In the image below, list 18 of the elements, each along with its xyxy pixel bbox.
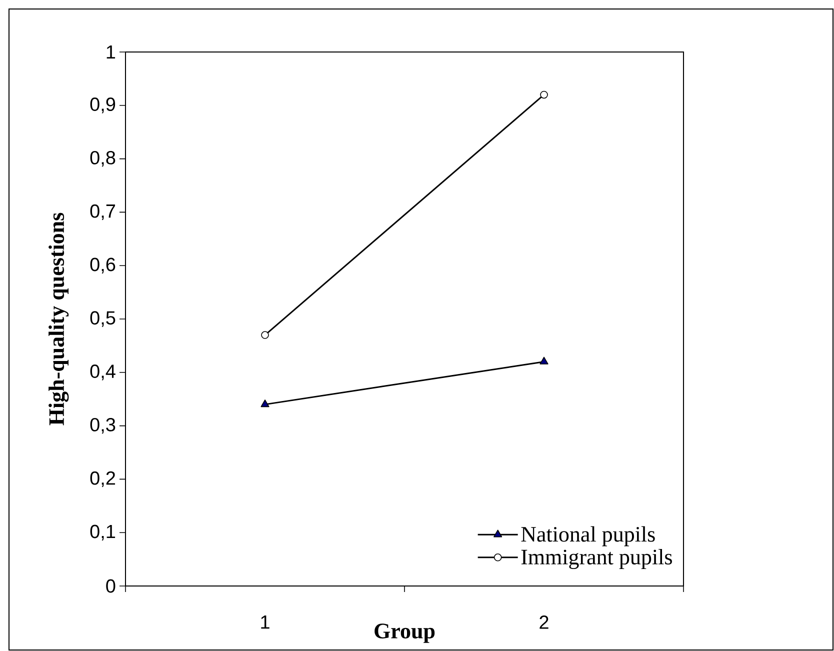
legend-label: Immigrant pupils	[521, 549, 672, 570]
y-tick-label: 0,5	[90, 311, 116, 327]
y-tick-label: 0,1	[90, 524, 116, 540]
y-tick-label: 0,4	[90, 364, 116, 380]
y-tick-label: 1	[106, 45, 116, 59]
x-tick-label: 2	[540, 616, 548, 629]
y-tick-label: 0,9	[90, 98, 116, 114]
point	[261, 331, 269, 339]
y-axis-title: High-quality questions	[48, 212, 69, 426]
y-tick-label: 0,2	[90, 471, 116, 488]
y-tick-label: 0,6	[90, 258, 116, 274]
y-tick-label: 0	[106, 579, 116, 593]
x-axis-title: Group	[374, 624, 435, 643]
y-tick-label: 0,3	[90, 418, 116, 434]
point	[540, 90, 548, 99]
y-tick-label: 0,8	[90, 150, 116, 167]
legend-label: National pupils	[521, 526, 655, 546]
y-tick-label: 0,7	[90, 204, 116, 220]
